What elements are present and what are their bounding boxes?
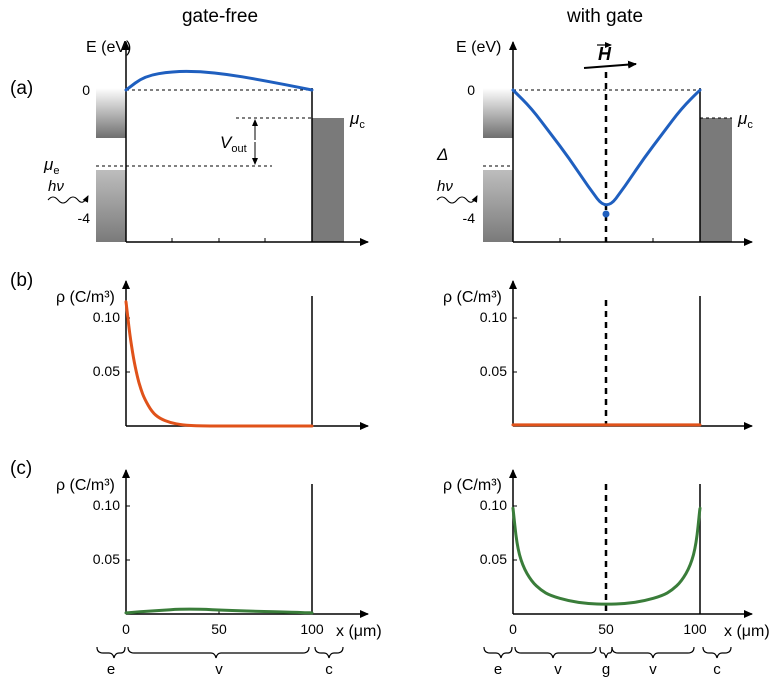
contact-c — [312, 118, 344, 242]
band-curve — [124, 69, 314, 92]
y-axis-label: ρ (C/m³) — [56, 477, 115, 494]
region-label: c — [713, 661, 721, 678]
region-braces-left — [96, 646, 344, 659]
panel-label-b: (b) — [10, 270, 33, 291]
y-tick-label: 0.05 — [93, 363, 120, 379]
contact-e-upper — [483, 88, 513, 138]
mu-c-label: μc — [349, 109, 365, 131]
v-out-label: Vout — [220, 133, 247, 155]
y-tick-label: 0.05 — [480, 551, 507, 567]
panel-label-c: (c) — [10, 458, 32, 479]
photon-label: hν — [48, 178, 64, 195]
panel-b-gate-free: ρ (C/m³) 0.10 0.05 — [56, 280, 369, 430]
panel-c-gate-free: ρ (C/m³) 0.10 0.05 0 50 100 x (μm) — [56, 469, 382, 640]
charge-curve — [124, 607, 314, 615]
region-brace — [514, 646, 597, 659]
y-tick-label: -4 — [463, 210, 476, 226]
y-axis-label: ρ (C/m³) — [56, 289, 115, 306]
region-brace — [483, 646, 513, 659]
charge-curve — [124, 300, 314, 428]
contact-e-lower — [483, 170, 513, 242]
region-brace — [96, 646, 126, 659]
region-label: e — [494, 661, 502, 678]
y-tick-label: 0 — [467, 82, 475, 98]
region-brace — [599, 646, 613, 659]
contact-e-lower — [96, 170, 126, 242]
region-brace — [611, 646, 695, 659]
y-tick-label: 0.05 — [93, 551, 120, 567]
region-brace — [314, 646, 344, 659]
y-tick-label: 0.05 — [480, 363, 507, 379]
y-tick-label: 0.10 — [480, 309, 507, 325]
band-curve — [511, 88, 702, 207]
y-tick-label: -4 — [78, 210, 91, 226]
y-axis-label: E (eV) — [456, 39, 501, 56]
mu-c-label: μc — [737, 109, 753, 131]
region-label: v — [554, 661, 562, 678]
photon-wave — [47, 195, 89, 204]
panel-label-a: (a) — [10, 78, 33, 99]
title-with-gate: with gate — [566, 6, 643, 27]
photon-label: hν — [437, 178, 453, 195]
panel-a-gate-free: E (eV) 0 -4 Vout μc μe hν — [43, 39, 369, 246]
y-tick-label: 0 — [82, 82, 90, 98]
region-brace — [127, 646, 310, 659]
x-tick-label: 50 — [211, 621, 227, 637]
y-axis-label: ρ (C/m³) — [443, 477, 502, 494]
photon-wave — [436, 195, 478, 204]
x-axis-label: x (μm) — [724, 623, 770, 640]
panel-b-with-gate: ρ (C/m³) 0.10 0.05 — [443, 280, 753, 430]
delta-label: Δ — [436, 145, 448, 164]
contact-c — [700, 118, 732, 242]
gate-point — [602, 210, 610, 218]
x-tick-label: 0 — [122, 621, 130, 637]
y-tick-label: 0.10 — [480, 497, 507, 513]
y-tick-label: 0.10 — [93, 497, 120, 513]
region-brace — [702, 646, 732, 659]
x-axis-label: x (μm) — [336, 623, 382, 640]
field-label: H — [598, 44, 612, 64]
x-tick-label: 50 — [598, 621, 614, 637]
contact-e-upper — [96, 88, 126, 138]
mu-e-label: μe — [43, 155, 59, 177]
title-gate-free: gate-free — [182, 6, 258, 27]
region-label: v — [649, 661, 657, 678]
panel-a-with-gate: H E (eV) 0 -4 μc Δ hν — [436, 39, 753, 246]
panel-c-with-gate: ρ (C/m³) 0.10 0.05 0 50 100 x (μm) — [443, 469, 770, 640]
region-label: v — [215, 661, 223, 678]
charge-curve — [511, 506, 702, 606]
y-axis-label: ρ (C/m³) — [443, 289, 502, 306]
region-label: c — [325, 661, 333, 678]
y-tick-label: 0.10 — [93, 309, 120, 325]
x-tick-label: 100 — [683, 621, 707, 637]
region-label: g — [602, 661, 610, 678]
x-tick-label: 0 — [509, 621, 517, 637]
y-axis-label: E (eV) — [86, 39, 131, 56]
region-braces-right — [483, 646, 732, 659]
x-tick-label: 100 — [300, 621, 324, 637]
region-label: e — [107, 661, 115, 678]
field-arrow — [583, 60, 637, 69]
